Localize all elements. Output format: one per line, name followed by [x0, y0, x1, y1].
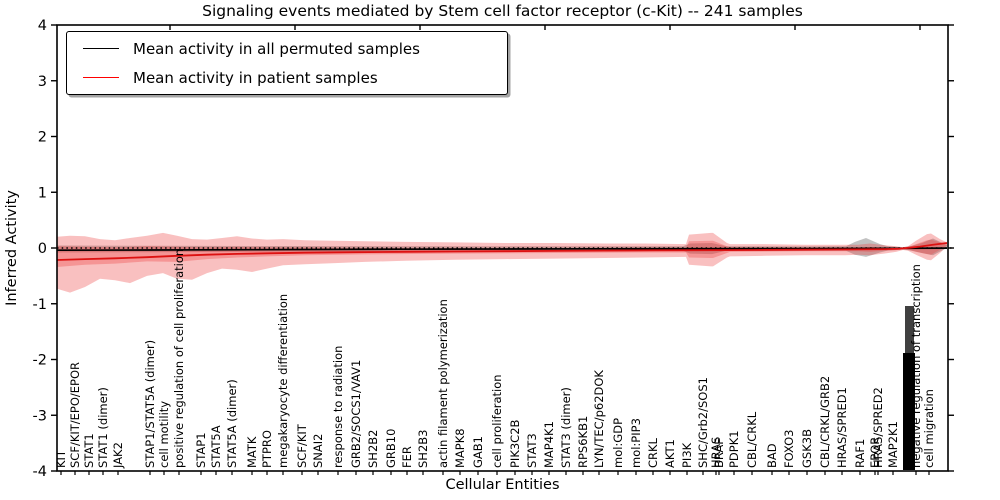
- x-tick-label: STAT3 (dimer): [559, 387, 573, 468]
- series-lines: [56, 242, 954, 261]
- x-tick-label: PIK3C2B: [508, 419, 522, 468]
- x-tick-label: GSK3B: [800, 429, 814, 468]
- x-tick-label: SH2B2: [366, 430, 380, 468]
- y-tick-label: 4: [38, 18, 47, 34]
- x-tick-label: RPS6KB1: [576, 416, 590, 468]
- x-tick-label: STAT5A (dimer): [225, 379, 239, 468]
- x-tick-label: GRB10: [384, 429, 398, 468]
- x-tick-label: response to radiation: [331, 346, 345, 468]
- x-tick-label: EPOR: [868, 437, 882, 468]
- x-tick-label: STAT3: [525, 433, 539, 468]
- x-tick-label: CBL/CRKL/GRB2: [818, 376, 832, 468]
- chart-title: Signaling events mediated by Stem cell f…: [202, 2, 803, 20]
- x-tick-label: MAP4K1: [542, 421, 556, 468]
- x-tick-label: LYN/TEC/p62DOK: [592, 370, 606, 468]
- x-tick-label: mol:GDP: [611, 418, 625, 468]
- x-tick-label: RAF1: [853, 439, 867, 468]
- overlapping-labels-blob: [903, 353, 915, 470]
- y-tick-label: -4: [33, 464, 47, 480]
- x-tick-label: cell proliferation: [490, 374, 504, 468]
- legend-entry-permuted: Mean activity in all permuted samples: [67, 40, 507, 58]
- x-tick-label: AKT1: [663, 439, 677, 468]
- x-tick-label: CBL/CRKL: [745, 411, 759, 468]
- y-axis-label: Inferred Activity: [4, 190, 20, 306]
- x-tick-label: FOXO3: [782, 430, 796, 468]
- x-tick-label: MATK: [245, 436, 259, 468]
- x-tick-label: cell migration: [922, 389, 936, 468]
- legend-entry-patient: Mean activity in patient samples: [67, 69, 507, 87]
- overlapping-labels-blob: [905, 306, 914, 353]
- y-tick-labels: 4 3 2 1 0 -1 -2 -3 -4: [33, 18, 47, 480]
- x-tick-label: BRAF: [712, 438, 726, 468]
- confidence-bands: [57, 232, 947, 293]
- x-tick-label: STAT1: [82, 433, 96, 468]
- y-tick-label: 1: [38, 185, 47, 201]
- x-tick-label: JAK2: [111, 442, 125, 469]
- x-tick-label: SHC/Grb2/SOS1: [696, 377, 710, 468]
- y-tick-label: 2: [38, 130, 47, 146]
- x-axis-label: Cellular Entities: [445, 477, 560, 493]
- y-tick-label: -1: [33, 297, 47, 313]
- y-tick-label: 0: [38, 241, 47, 257]
- x-tick-label: BAD: [765, 443, 779, 468]
- y-tick-label: -3: [33, 408, 47, 424]
- x-tick-label: SCF/KIT: [295, 423, 309, 468]
- y-tick-label: 3: [38, 74, 47, 90]
- x-tick-label: cell motility: [157, 401, 171, 468]
- x-tick-label: STAP1/STAT5A (dimer): [143, 340, 157, 468]
- x-tick-label: GAB1: [471, 436, 485, 468]
- x-tick-label: megakaryocyte differentiation: [276, 294, 290, 468]
- permuted-line-swatch: [83, 48, 119, 49]
- legend-label-patient: Mean activity in patient samples: [133, 68, 378, 87]
- x-tick-label: STAT5A: [209, 425, 223, 468]
- x-tick-label: PDPK1: [727, 430, 741, 468]
- x-tick-label: mol:PIP3: [629, 418, 643, 468]
- x-tick-label: SH2B3: [416, 430, 430, 468]
- x-tick-label: MAP2K1: [886, 421, 900, 468]
- x-tick-label: STAT1 (dimer): [96, 387, 110, 468]
- legend-label-permuted: Mean activity in all permuted samples: [133, 39, 420, 58]
- patient-line-swatch: [83, 77, 119, 78]
- x-tick-label: SCF/KIT/EPO/EPOR: [68, 362, 82, 468]
- x-tick-label: HRAS/SPRED2: [871, 387, 885, 468]
- axes-frame-and-ticks: [51, 24, 954, 475]
- x-tick-label: GRB2/SOCS1/VAV1: [349, 360, 363, 468]
- x-tick-label: positive regulation of cell proliferatio…: [172, 249, 186, 468]
- x-tick-label: KIT: [54, 449, 68, 468]
- x-tick-label: MAPK8: [453, 428, 467, 468]
- x-tick-labels: KIT SCF/KIT/EPO/EPOR STAT1 STAT1 (dimer) JAK…: [54, 249, 936, 470]
- x-tick-label: SNAI2: [311, 434, 325, 468]
- x-tick-label: HRAS/SPRED1: [835, 387, 849, 468]
- x-tick-label: FER: [400, 446, 414, 468]
- legend-box: Mean activity in all permuted samples Me…: [66, 31, 508, 95]
- x-tick-label: HRAS: [709, 437, 723, 468]
- x-tick-label: actin filament polymerization: [436, 299, 450, 468]
- x-tick-label: PI3K: [680, 442, 694, 468]
- x-tick-label: STAP1: [194, 432, 208, 468]
- x-tick-label: CRKL: [646, 437, 660, 468]
- x-tick-label: PTPRO: [260, 430, 274, 468]
- y-tick-label: -2: [33, 353, 47, 369]
